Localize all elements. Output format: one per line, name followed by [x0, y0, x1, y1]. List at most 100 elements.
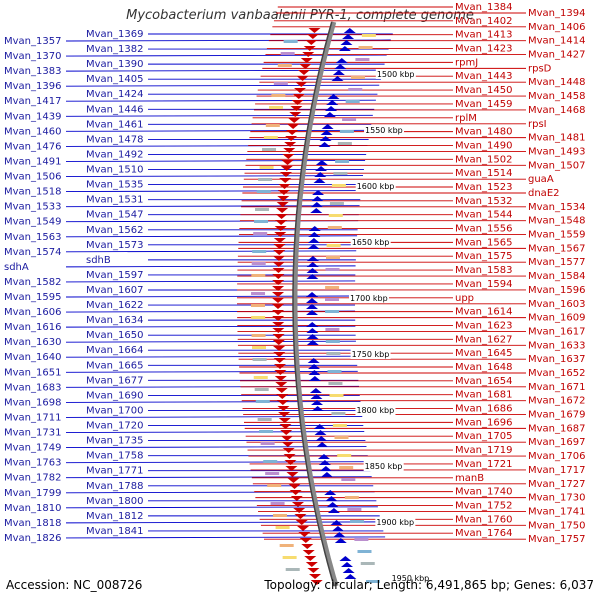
forward-gene-arrow: [306, 292, 319, 297]
forward-gene-arrow: [306, 340, 319, 345]
forward-gene-arrow: [314, 172, 327, 177]
right-gene-label: Mvan_1706: [528, 451, 585, 462]
reverse-gene-arrow: [273, 250, 286, 255]
reverse-gene-arrow: [273, 244, 286, 249]
cog-bar: [344, 496, 359, 499]
left-gene-label: Mvan_1758: [86, 451, 143, 462]
left-gene-label: Mvan_1574: [4, 247, 61, 258]
cog-bar: [256, 190, 271, 193]
right-gene-label: Mvan_1609: [528, 313, 585, 324]
backbone: [292, 21, 339, 587]
left-gene-label: Mvan_1506: [4, 172, 61, 183]
cog-bar: [355, 58, 370, 61]
left-leader: [65, 476, 372, 479]
right-gene-label: Mvan_1637: [528, 354, 585, 365]
reverse-gene-arrow: [293, 508, 306, 513]
right-gene-label: upp: [455, 293, 474, 304]
left-gene-label: Mvan_1478: [86, 134, 143, 145]
cog-bar: [251, 262, 266, 265]
reverse-gene-arrow: [274, 376, 287, 381]
left-gene-label: Mvan_1549: [4, 217, 61, 228]
reverse-gene-arrow: [294, 514, 307, 519]
left-leader: [65, 446, 367, 449]
right-gene-label: rpsI: [528, 119, 547, 130]
cog-bar: [334, 436, 349, 439]
left-gene-label: Mvan_1573: [86, 240, 143, 251]
forward-gene-arrow: [343, 28, 356, 33]
reverse-gene-arrow: [272, 256, 285, 261]
forward-gene-arrow: [342, 568, 355, 573]
reverse-gene-arrow: [276, 208, 289, 213]
left-gene-label: Mvan_1810: [4, 503, 61, 514]
forward-gene-arrow: [306, 274, 319, 279]
forward-gene-arrow: [310, 394, 323, 399]
right-gene-label: Mvan_1750: [528, 520, 585, 531]
right-gene-label: Mvan_1450: [455, 85, 512, 96]
right-gene-label: Mvan_1617: [528, 326, 585, 337]
kbp-tick-label: 1600 kbp: [357, 182, 395, 191]
forward-gene-arrow: [318, 142, 331, 147]
left-leader: [65, 431, 365, 433]
cog-bar: [326, 352, 341, 355]
cog-bar: [331, 412, 346, 415]
left-gene-label: Mvan_1720: [86, 421, 143, 432]
reverse-gene-arrow: [295, 82, 308, 87]
left-leader: [65, 69, 383, 72]
kbp-tick-label: 1800 kbp: [356, 406, 394, 415]
reverse-gene-arrow: [272, 334, 285, 339]
cog-bar: [251, 334, 266, 337]
cog-bar: [259, 430, 274, 433]
right-gene-label: Mvan_1414: [528, 36, 585, 47]
right-gene-label: Mvan_1627: [455, 334, 512, 345]
right-gene-label: Mvan_1575: [455, 251, 512, 262]
left-leader: [65, 295, 356, 298]
forward-gene-arrow: [342, 34, 355, 39]
left-gene-label: Mvan_1622: [86, 300, 143, 311]
reverse-gene-arrow: [307, 568, 320, 573]
reverse-gene-arrow: [297, 526, 310, 531]
cog-bar: [325, 310, 340, 313]
left-gene-label: Mvan_1731: [4, 428, 61, 439]
forward-gene-arrow: [325, 106, 338, 111]
right-gene-label: Mvan_1502: [455, 154, 512, 165]
right-gene-label: rplM: [455, 113, 477, 124]
forward-gene-arrow: [321, 124, 334, 129]
reverse-gene-arrow: [272, 322, 285, 327]
cog-bar: [271, 94, 286, 97]
cog-bar: [354, 538, 369, 541]
cog-bar: [333, 172, 348, 175]
reverse-gene-arrow: [288, 484, 301, 489]
forward-gene-arrow: [315, 160, 328, 165]
right-gene-label: Mvan_1402: [455, 16, 512, 27]
cog-bar: [257, 418, 272, 421]
cog-bar: [272, 514, 287, 517]
reverse-gene-arrow: [278, 418, 291, 423]
left-gene-label: Mvan_1476: [4, 141, 61, 152]
cog-bar: [365, 580, 380, 583]
cog-bar: [251, 274, 266, 277]
forward-gene-arrow: [311, 400, 324, 405]
map-title: Mycobacterium vanbaalenii PYR-1, complet…: [126, 8, 474, 23]
left-leader: [65, 160, 366, 162]
left-gene-label: Mvan_1700: [86, 405, 143, 416]
right-gene-label: Mvan_1427: [528, 50, 585, 61]
left-leader: [65, 400, 361, 403]
left-leader: [65, 129, 371, 132]
left-gene-label: Mvan_1749: [4, 443, 61, 454]
cog-bar: [263, 136, 278, 139]
cog-bar: [350, 520, 365, 523]
reverse-gene-arrow: [308, 28, 321, 33]
reverse-gene-arrow: [274, 226, 287, 231]
forward-gene-arrow: [319, 466, 332, 471]
cog-bar: [350, 76, 365, 79]
right-gene-label: Mvan_1681: [455, 390, 512, 401]
forward-gene-arrow: [309, 388, 322, 393]
left-gene-label: Mvan_1547: [86, 210, 143, 221]
right-gene-label: dnaE2: [528, 188, 560, 199]
reverse-gene-arrow: [299, 538, 312, 543]
forward-gene-arrow: [331, 76, 344, 81]
left-gene-label: Mvan_1818: [4, 518, 61, 529]
right-gene-label: Mvan_1406: [528, 22, 585, 33]
left-gene-label: Mvan_1597: [86, 270, 143, 281]
